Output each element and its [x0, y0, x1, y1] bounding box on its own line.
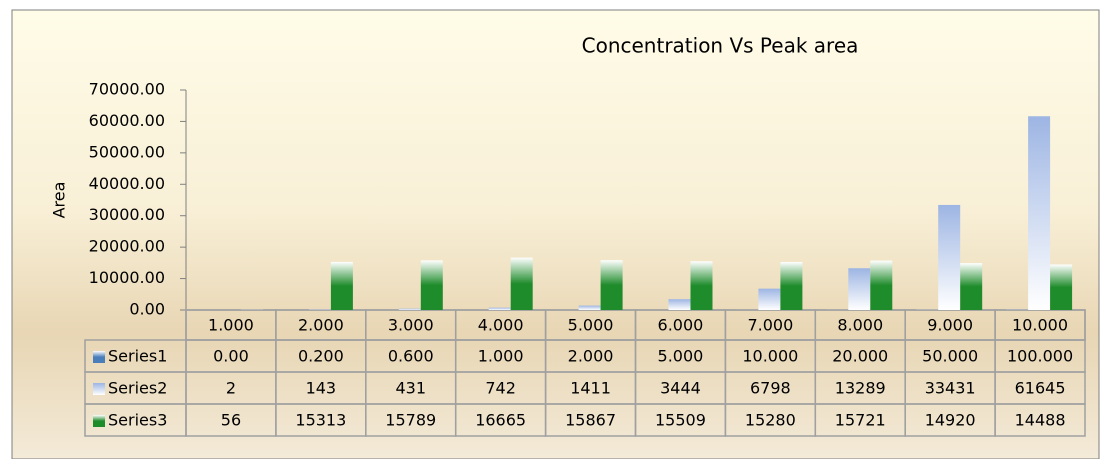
y-tick-label: 70000.00: [89, 80, 165, 99]
data-label: 143: [306, 379, 337, 398]
legend-key: [93, 383, 105, 395]
data-label: 1.000: [478, 347, 524, 366]
bar: [1050, 264, 1073, 310]
bar: [510, 257, 533, 310]
data-label: 15721: [835, 411, 886, 430]
data-label: 56: [221, 411, 241, 430]
y-tick-label: 40000.00: [89, 174, 165, 193]
table-cell: [994, 403, 1086, 437]
bar: [938, 204, 961, 310]
data-label: 15280: [745, 411, 796, 430]
data-label: 5.000: [658, 347, 704, 366]
y-tick-label: 20000.00: [89, 237, 165, 256]
legend-label: Series2: [108, 379, 167, 398]
x-tick-label: 6.000: [658, 316, 704, 335]
bar: [578, 305, 601, 310]
legend-key: [93, 351, 105, 363]
y-axis-label: Area: [50, 182, 69, 219]
bar: [420, 260, 443, 310]
x-tick-label: 4.000: [478, 316, 524, 335]
data-label: 742: [485, 379, 516, 398]
data-label: 20.000: [832, 347, 888, 366]
data-label: 15789: [385, 411, 436, 430]
data-label: 2: [226, 379, 236, 398]
data-label: 15313: [295, 411, 346, 430]
legend-key: [93, 415, 105, 427]
x-tick-label: 9.000: [927, 316, 973, 335]
data-label: 33431: [925, 379, 976, 398]
x-tick-label: 8.000: [837, 316, 883, 335]
y-tick-label: 60000.00: [89, 111, 165, 130]
data-label: 6798: [750, 379, 791, 398]
x-tick-label: 5.000: [568, 316, 614, 335]
bar: [488, 307, 511, 310]
data-label: 431: [395, 379, 426, 398]
data-label: 50.000: [922, 347, 978, 366]
data-label: 10.000: [742, 347, 798, 366]
bar: [690, 261, 713, 310]
y-tick-label: 0.00: [129, 300, 165, 319]
x-tick-label: 7.000: [747, 316, 793, 335]
data-label: 3444: [660, 379, 701, 398]
data-label: 0.00: [213, 347, 249, 366]
data-label: 15867: [565, 411, 616, 430]
chart-area: [11, 9, 1100, 459]
data-label: 0.600: [388, 347, 434, 366]
data-label: 1411: [570, 379, 611, 398]
data-label: 16665: [475, 411, 526, 430]
y-tick-label: 30000.00: [89, 205, 165, 224]
bar: [780, 261, 803, 310]
bar: [870, 260, 893, 310]
bar: [758, 288, 781, 310]
data-label: 0.200: [298, 347, 344, 366]
chart-title: Concentration Vs Peak area: [582, 34, 859, 58]
legend-label: Series1: [108, 347, 167, 366]
bar: [960, 263, 983, 310]
data-label: 100.000: [1007, 347, 1073, 366]
x-tick-label: 1.000: [208, 316, 254, 335]
y-tick-label: 10000.00: [89, 268, 165, 287]
bar: [1028, 116, 1051, 310]
legend-label: Series3: [108, 411, 167, 430]
data-label: 2.000: [568, 347, 614, 366]
data-label: 13289: [835, 379, 886, 398]
data-label: 14920: [925, 411, 976, 430]
bar: [668, 299, 691, 310]
x-tick-label: 3.000: [388, 316, 434, 335]
x-tick-label: 2.000: [298, 316, 344, 335]
bar: [600, 260, 623, 310]
y-tick-label: 50000.00: [89, 142, 165, 161]
bar: [330, 261, 353, 310]
bar: [398, 308, 421, 310]
x-tick-label: 10.000: [1012, 316, 1068, 335]
data-label: 61645: [1015, 379, 1066, 398]
data-label: 15509: [655, 411, 706, 430]
bar: [848, 268, 871, 310]
data-label: 14488: [1015, 411, 1066, 430]
